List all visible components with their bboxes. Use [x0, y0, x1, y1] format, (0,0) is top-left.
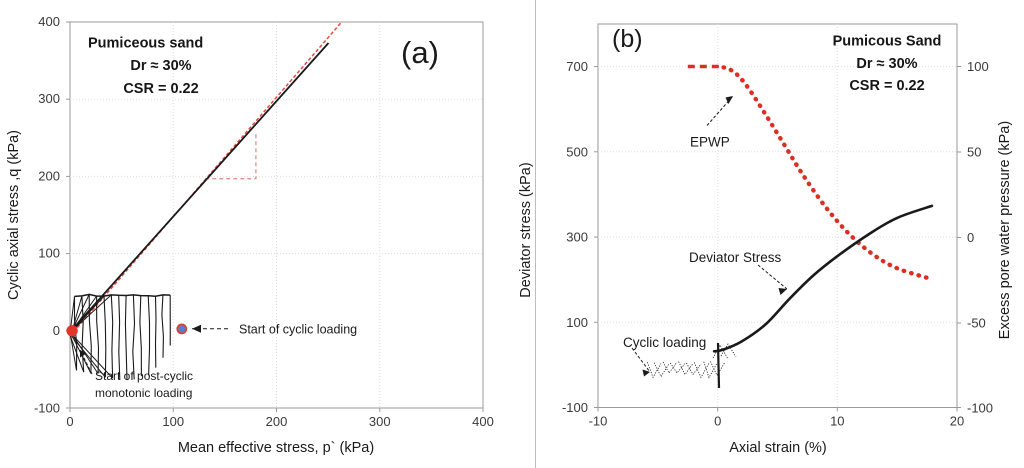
svg-text:700: 700 [566, 59, 588, 74]
svg-text:EPWP: EPWP [690, 135, 730, 150]
svg-text:0: 0 [66, 414, 73, 429]
svg-text:Axial strain (%): Axial strain (%) [729, 440, 827, 456]
svg-text:500: 500 [566, 144, 588, 159]
svg-text:200: 200 [266, 414, 288, 429]
svg-text:300: 300 [369, 414, 391, 429]
svg-text:Start of post-cyclic: Start of post-cyclic [95, 369, 193, 383]
svg-text:CSR = 0.22: CSR = 0.22 [123, 81, 198, 97]
svg-text:10: 10 [830, 414, 844, 429]
svg-text:0: 0 [714, 414, 721, 429]
svg-text:(a): (a) [401, 35, 439, 70]
svg-text:300: 300 [566, 230, 588, 245]
svg-text:-50: -50 [967, 316, 986, 331]
svg-text:400: 400 [38, 14, 60, 29]
svg-text:0: 0 [53, 323, 60, 338]
svg-text:100: 100 [967, 59, 989, 74]
svg-text:-100: -100 [967, 401, 993, 416]
svg-text:-100: -100 [562, 400, 588, 415]
svg-text:100: 100 [162, 414, 184, 429]
svg-text:0: 0 [967, 230, 974, 245]
svg-text:Dr ≈ 30%: Dr ≈ 30% [130, 58, 191, 74]
svg-text:400: 400 [472, 414, 494, 429]
svg-text:CSR = 0.22: CSR = 0.22 [849, 78, 924, 94]
svg-text:monotonic loading: monotonic loading [95, 386, 192, 400]
svg-text:Dr ≈ 30%: Dr ≈ 30% [856, 56, 917, 72]
svg-text:Excess pore water pressure (kP: Excess pore water pressure (kPa) [997, 121, 1013, 339]
svg-text:100: 100 [566, 315, 588, 330]
svg-text:Deviator stress (kPa): Deviator stress (kPa) [518, 162, 534, 297]
svg-text:Deviator Stress: Deviator Stress [689, 250, 782, 265]
svg-text:20: 20 [950, 414, 964, 429]
svg-text:Mean effective stress, p` (kPa: Mean effective stress, p` (kPa) [178, 440, 374, 456]
svg-text:(b): (b) [612, 25, 643, 53]
svg-text:-10: -10 [589, 414, 608, 429]
svg-text:-100: -100 [34, 401, 60, 416]
svg-text:200: 200 [38, 168, 60, 183]
svg-text:Cyclic axial stress ,q (kPa): Cyclic axial stress ,q (kPa) [6, 130, 22, 300]
svg-text:Pumiceous sand: Pumiceous sand [88, 35, 203, 51]
svg-text:300: 300 [38, 91, 60, 106]
svg-text:50: 50 [967, 145, 981, 160]
svg-text:Start of cyclic loading: Start of cyclic loading [239, 323, 357, 337]
svg-text:100: 100 [38, 246, 60, 261]
svg-text:Pumicous Sand: Pumicous Sand [833, 34, 942, 50]
svg-text:Cyclic loading: Cyclic loading [623, 335, 706, 350]
